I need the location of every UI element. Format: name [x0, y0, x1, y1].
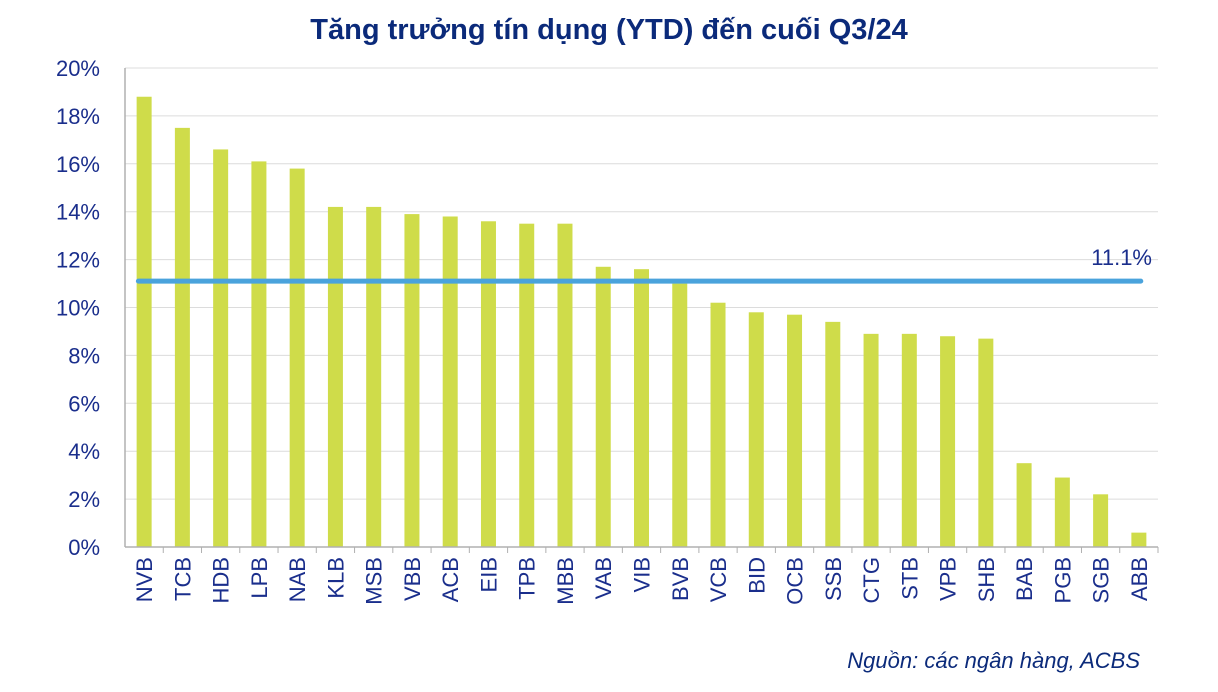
y-tick-label: 20%	[56, 56, 100, 81]
x-tick-label: PGB	[1050, 557, 1075, 603]
bar-bab	[1016, 463, 1032, 547]
bar-eib	[480, 221, 496, 547]
chart-title: Tăng trưởng tín dụng (YTD) đến cuối Q3/2…	[310, 14, 908, 46]
y-tick-label: 6%	[68, 391, 100, 416]
source-note: Nguồn: các ngân hàng, ACBS	[847, 648, 1140, 673]
y-tick-label: 2%	[68, 487, 100, 512]
bar-stb	[901, 333, 917, 547]
y-tick-label: 18%	[56, 104, 100, 129]
reference-line-group: 11.1%	[135, 245, 1152, 284]
bar-hdb	[213, 149, 229, 547]
x-tick-label: MSB	[362, 557, 387, 605]
y-axis-ticks: 0% 2% 4% 6% 8% 10% 12% 14% 16% 18% 20%	[56, 56, 100, 560]
y-tick-label: 8%	[68, 343, 100, 368]
bar-pgb	[1054, 477, 1070, 547]
bar-sgb	[1093, 494, 1109, 547]
x-tick-label: SSB	[821, 557, 846, 601]
bar-lpb	[251, 161, 267, 547]
x-tick-label: BAB	[1012, 557, 1037, 601]
bars	[136, 96, 1147, 548]
y-tick-label: 16%	[56, 152, 100, 177]
bar-klb	[327, 206, 343, 547]
bar-acb	[442, 216, 458, 548]
x-tick-label: MBB	[553, 557, 578, 605]
x-tick-label: NVB	[132, 557, 157, 602]
x-tick-label: ACB	[438, 557, 463, 602]
bar-tcb	[174, 127, 190, 547]
bar-tpb	[519, 223, 535, 548]
bar-msb	[366, 206, 382, 547]
bar-bvb	[672, 283, 688, 547]
bar-vab	[595, 266, 611, 547]
bar-mbb	[557, 223, 573, 548]
y-tick-label: 14%	[56, 200, 100, 225]
x-tick-label: EIB	[476, 557, 501, 592]
x-tick-label: STB	[897, 557, 922, 600]
y-tick-label: 0%	[68, 535, 100, 560]
x-tick-label: BID	[744, 557, 769, 594]
bar-ssb	[825, 321, 841, 547]
bar-vpb	[940, 336, 956, 547]
x-tick-label: KLB	[323, 557, 348, 599]
x-tick-label: VAB	[591, 557, 616, 599]
bar-nvb	[136, 96, 152, 548]
x-tick-label: VPB	[936, 557, 961, 601]
bar-ocb	[787, 314, 803, 547]
x-tick-label: SGB	[1089, 557, 1114, 603]
x-tick-label: ABB	[1127, 557, 1152, 601]
bar-vbb	[404, 214, 420, 547]
x-tick-label: VCB	[706, 557, 731, 602]
bar-ctg	[863, 333, 879, 547]
bar-abb	[1131, 532, 1147, 547]
x-tick-label: OCB	[783, 557, 808, 605]
x-tick-label: VBB	[400, 557, 425, 601]
x-tick-label: CTG	[859, 557, 884, 603]
bar-bid	[748, 312, 764, 547]
reference-line-label: 11.1%	[1091, 245, 1152, 270]
y-tick-label: 10%	[56, 296, 100, 321]
x-tick-label: BVB	[668, 557, 693, 601]
x-tick-label: LPB	[247, 557, 272, 599]
bar-shb	[978, 338, 994, 547]
bar-nab	[289, 168, 305, 547]
bar-vib	[634, 269, 649, 547]
y-tick-label: 4%	[68, 439, 100, 464]
x-tick-label: SHB	[974, 557, 999, 602]
x-tick-label: TCB	[170, 557, 195, 601]
x-tick-label: HDB	[209, 557, 234, 603]
x-tick-label: VIB	[630, 557, 655, 592]
x-tick-label: TPB	[515, 557, 540, 600]
bar-vcb	[710, 302, 726, 547]
y-tick-label: 12%	[56, 248, 100, 273]
x-axis: NVB TCB HDB LPB NAB KLB MSB VBB ACB EIB TPB MBB VAB V…	[124, 68, 1159, 605]
x-tick-label: NAB	[285, 557, 310, 602]
